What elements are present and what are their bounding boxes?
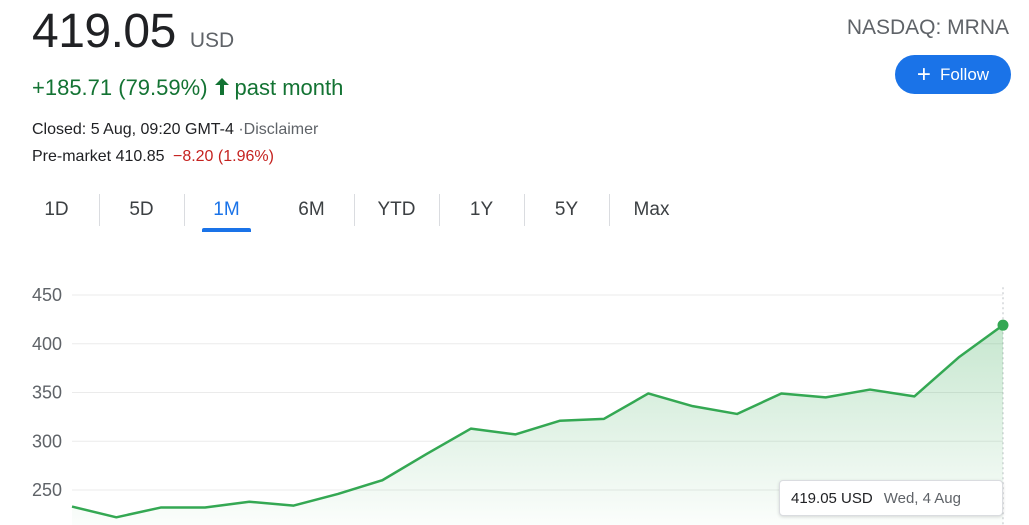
closed-text: Closed: 5 Aug, 09:20 GMT-4 [32, 121, 234, 138]
follow-label: Follow [939, 64, 990, 84]
currency-label: USD [189, 29, 235, 52]
premarket-change: −8.20 (1.96%) [172, 148, 274, 165]
current-price: 419.05 [32, 5, 176, 58]
tab-max[interactable]: Max [609, 190, 694, 230]
tab-label: 1M [213, 199, 240, 220]
price-change: +185.71 (79.59%) [32, 75, 208, 100]
tab-1m[interactable]: 1M [184, 190, 269, 232]
price-row: 419.05 USD [32, 4, 234, 59]
tab-label: 5D [129, 199, 154, 220]
tab-label: Max [633, 199, 670, 220]
y-tick-label: 250 [32, 480, 62, 500]
chart-tooltip: 419.05 USD Wed, 4 Aug [779, 480, 1003, 516]
arrow-up-icon [214, 75, 229, 101]
tab-6m[interactable]: 6M [269, 190, 354, 230]
tab-label: 6M [298, 199, 325, 220]
follow-button[interactable]: + Follow [895, 55, 1011, 94]
price-line [71, 324, 1004, 519]
price-chart[interactable]: 450 400 350 300 250 [0, 270, 1029, 525]
tab-1y[interactable]: 1Y [439, 190, 524, 230]
tab-1d[interactable]: 1D [14, 190, 99, 230]
y-tick-label: 300 [32, 431, 62, 451]
change-period: past month [234, 75, 344, 100]
tab-5y[interactable]: 5Y [524, 190, 609, 230]
price-area [72, 325, 1003, 525]
tab-label: 1Y [469, 199, 494, 220]
market-status: Closed: 5 Aug, 09:20 GMT-4 ·Disclaimer [32, 121, 318, 139]
tooltip-date: Wed, 4 Aug [883, 489, 961, 507]
disclaimer-link[interactable]: ·Disclaimer [238, 121, 319, 138]
y-tick-label: 450 [32, 285, 62, 305]
tab-label: YTD [377, 199, 416, 220]
y-tick-label: 400 [32, 334, 62, 354]
tab-ytd[interactable]: YTD [354, 190, 439, 230]
plus-icon: + [916, 60, 931, 88]
y-tick-label: 350 [32, 383, 62, 403]
tab-5d[interactable]: 5D [99, 190, 184, 230]
last-point-marker [997, 319, 1009, 331]
tooltip-price: 419.05 USD [791, 489, 873, 507]
premarket-row: Pre-market 410.85 −8.20 (1.96%) [32, 148, 274, 166]
price-change-row: +185.71 (79.59%) past month [32, 75, 343, 101]
premarket-price: Pre-market 410.85 [32, 148, 165, 165]
tab-label: 1D [44, 199, 69, 220]
tab-label: 5Y [554, 199, 579, 220]
ticker-symbol: NASDAQ: MRNA [846, 16, 1009, 39]
range-tabs: 1D 5D 1M 6M YTD 1Y 5Y Max [14, 190, 694, 232]
